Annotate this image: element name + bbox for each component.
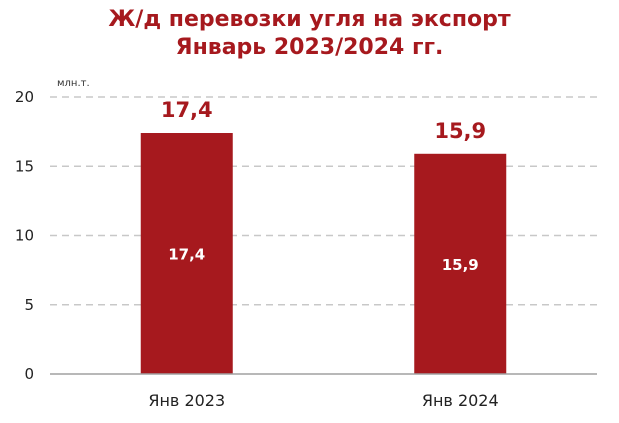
bar-inner-label: 15,9 — [442, 256, 479, 274]
bar-top-label: 15,9 — [434, 119, 486, 143]
y-tick-label: 10 — [15, 227, 34, 245]
chart-title-block: Ж/д перевозки угля на экспорт Январь 202… — [0, 6, 619, 62]
y-tick-label: 5 — [24, 296, 34, 314]
bar — [414, 153, 507, 374]
chart-title: Ж/д перевозки угля на экспорт — [108, 7, 511, 32]
bar-top-label: 17,4 — [161, 98, 213, 122]
bar-inner-label: 17,4 — [168, 246, 205, 264]
y-axis-ticks: 0 5 10 15 20 — [15, 88, 34, 383]
y-tick-label: 20 — [15, 88, 34, 106]
x-category-label: Янв 2024 — [422, 391, 499, 410]
x-category-label: Янв 2023 — [148, 391, 225, 410]
bars: 17,4 17,4 15,9 15,9 — [140, 98, 507, 374]
gridlines — [50, 96, 597, 306]
x-axis-categories: Янв 2023 Янв 2024 — [148, 391, 498, 410]
chart-subtitle: Январь 2023/2024 гг. — [175, 35, 444, 60]
y-tick-label: 0 — [24, 365, 34, 383]
y-axis-unit-label: млн.т. — [57, 78, 90, 89]
bar — [140, 133, 233, 374]
y-tick-label: 15 — [15, 157, 34, 175]
